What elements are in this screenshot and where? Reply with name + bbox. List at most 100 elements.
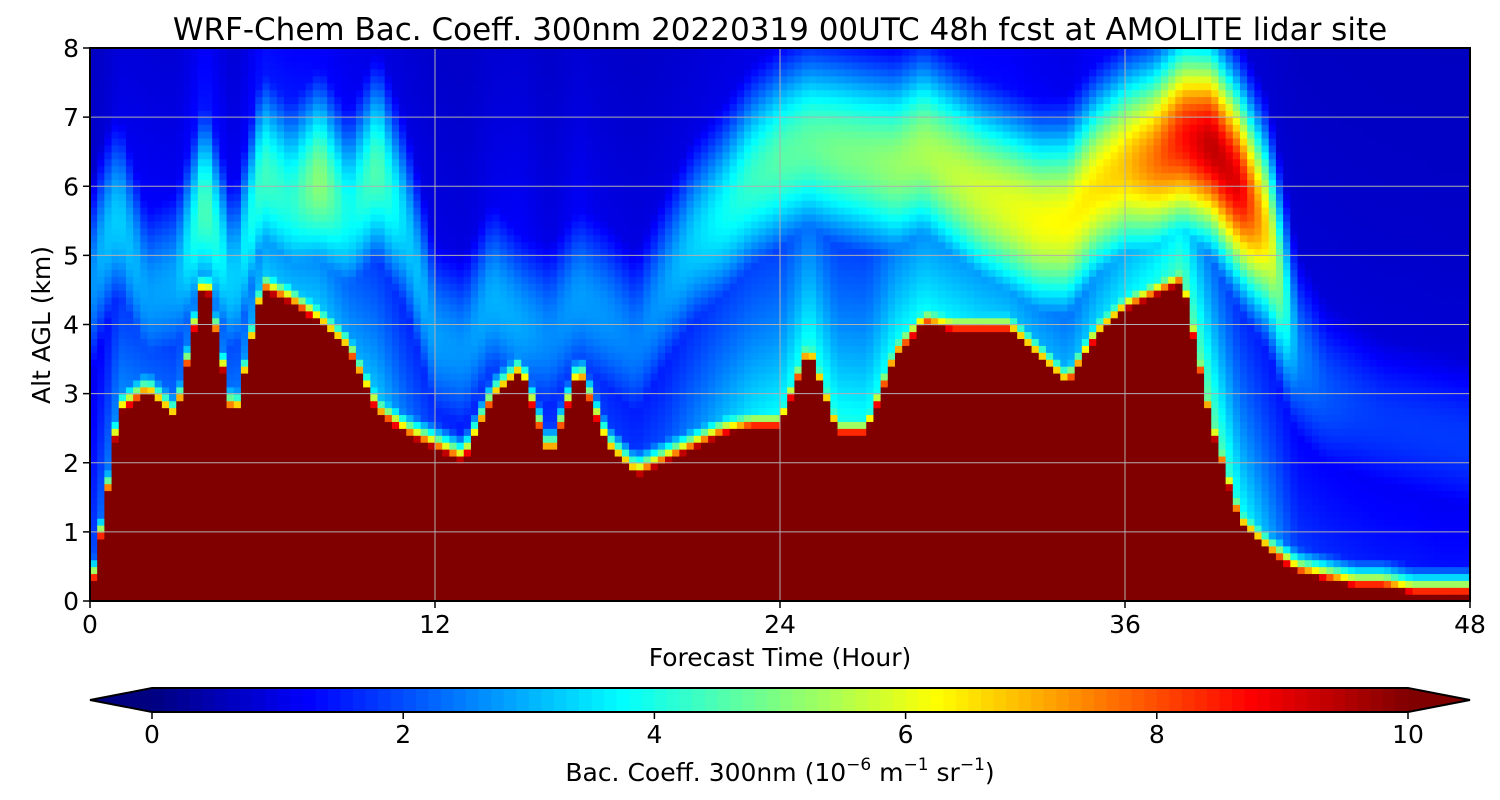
heatmap-cell — [506, 213, 515, 222]
heatmap-cell — [205, 538, 213, 547]
heatmap-cell — [133, 538, 142, 547]
heatmap-cell — [111, 227, 120, 236]
heatmap-cell — [176, 110, 185, 118]
heatmap-cell — [219, 310, 228, 319]
heatmap-cell — [514, 200, 522, 208]
heatmap-cell — [413, 68, 422, 77]
heatmap-cell — [406, 241, 415, 250]
heatmap-cell — [406, 435, 415, 443]
heatmap-cell — [176, 220, 185, 229]
heatmap-cell — [140, 96, 149, 104]
heatmap-cell — [420, 386, 429, 395]
heatmap-cell — [420, 193, 429, 201]
heatmap-cell — [183, 75, 192, 84]
heatmap-cell — [535, 400, 544, 409]
heatmap-cell — [535, 545, 544, 554]
heatmap-cell — [492, 428, 501, 436]
heatmap-cell — [470, 324, 479, 333]
heatmap-cell — [140, 407, 149, 416]
heatmap-cell — [535, 345, 544, 353]
heatmap-cell — [312, 352, 321, 360]
heatmap-cell — [463, 48, 472, 56]
heatmap-cell — [190, 448, 199, 457]
heatmap-cell — [276, 324, 285, 333]
heatmap-cell — [341, 338, 350, 346]
heatmap-cell — [111, 435, 120, 443]
heatmap-cell — [341, 61, 350, 70]
heatmap-cell — [176, 130, 185, 139]
heatmap-cell — [478, 573, 487, 581]
heatmap-cell — [478, 75, 487, 84]
heatmap-cell — [212, 241, 221, 250]
heatmap-cell — [449, 96, 458, 104]
heatmap-cell — [334, 234, 343, 243]
heatmap-cell — [197, 276, 206, 284]
heatmap-cell — [90, 331, 98, 340]
heatmap-cell — [190, 524, 199, 533]
heatmap-cell — [276, 442, 285, 450]
heatmap-cell — [485, 117, 494, 125]
heatmap-cell — [312, 469, 321, 478]
heatmap-cell — [276, 96, 285, 104]
heatmap-cell — [449, 110, 458, 118]
heatmap-cell — [305, 82, 314, 91]
heatmap-cell — [355, 352, 364, 360]
heatmap-cell — [370, 255, 379, 263]
heatmap-cell — [205, 103, 213, 111]
heatmap-cell — [190, 414, 199, 422]
heatmap-cell — [118, 594, 127, 601]
heatmap-cell — [133, 54, 142, 63]
heatmap-cell — [355, 289, 364, 298]
heatmap-cell — [499, 276, 508, 284]
heatmap-cell — [276, 400, 285, 409]
heatmap-cell — [190, 172, 199, 181]
heatmap-cell — [305, 248, 314, 257]
heatmap-cell — [427, 345, 436, 353]
heatmap-cell — [377, 103, 386, 111]
heatmap-cell — [176, 580, 185, 588]
heatmap-cell — [363, 220, 372, 229]
heatmap-cell — [456, 89, 465, 98]
heatmap-cell — [320, 545, 328, 554]
heatmap-cell — [140, 435, 149, 443]
heatmap-cell — [125, 331, 134, 340]
heatmap-cell — [298, 220, 307, 229]
heatmap-cell — [334, 524, 343, 533]
heatmap-cell — [420, 414, 429, 422]
heatmap-cell — [463, 54, 472, 63]
heatmap-cell — [262, 462, 271, 471]
heatmap-cell — [118, 248, 127, 257]
heatmap-cell — [269, 234, 278, 243]
heatmap-cell — [255, 137, 264, 146]
heatmap-cell — [147, 227, 156, 236]
heatmap-cell — [363, 124, 372, 132]
heatmap-cell — [334, 365, 343, 374]
heatmap-cell — [133, 213, 142, 222]
heatmap-cell — [269, 124, 278, 132]
heatmap-cell — [140, 172, 149, 181]
heatmap-cell — [154, 545, 163, 554]
heatmap-cell — [205, 442, 213, 450]
heatmap-cell — [514, 483, 522, 492]
heatmap-cell — [90, 476, 98, 485]
heatmap-cell — [255, 200, 264, 208]
heatmap-cell — [348, 524, 357, 533]
heatmap-cell — [226, 61, 235, 70]
heatmap-cell — [456, 248, 465, 257]
heatmap-cell — [190, 227, 199, 236]
heatmap-cell — [248, 421, 257, 429]
heatmap-cell — [248, 103, 257, 111]
heatmap-cell — [320, 172, 328, 181]
heatmap-cell — [521, 573, 530, 581]
heatmap-cell — [90, 186, 98, 194]
heatmap-cell — [97, 594, 106, 601]
heatmap-cell — [470, 511, 479, 519]
heatmap-cell — [384, 414, 393, 422]
heatmap-cell — [197, 75, 206, 84]
heatmap-cell — [190, 213, 199, 222]
heatmap-cell — [312, 393, 321, 402]
heatmap-cell — [456, 594, 465, 601]
heatmap-cell — [355, 151, 364, 160]
heatmap-cell — [255, 524, 264, 533]
heatmap-cell — [248, 179, 257, 187]
